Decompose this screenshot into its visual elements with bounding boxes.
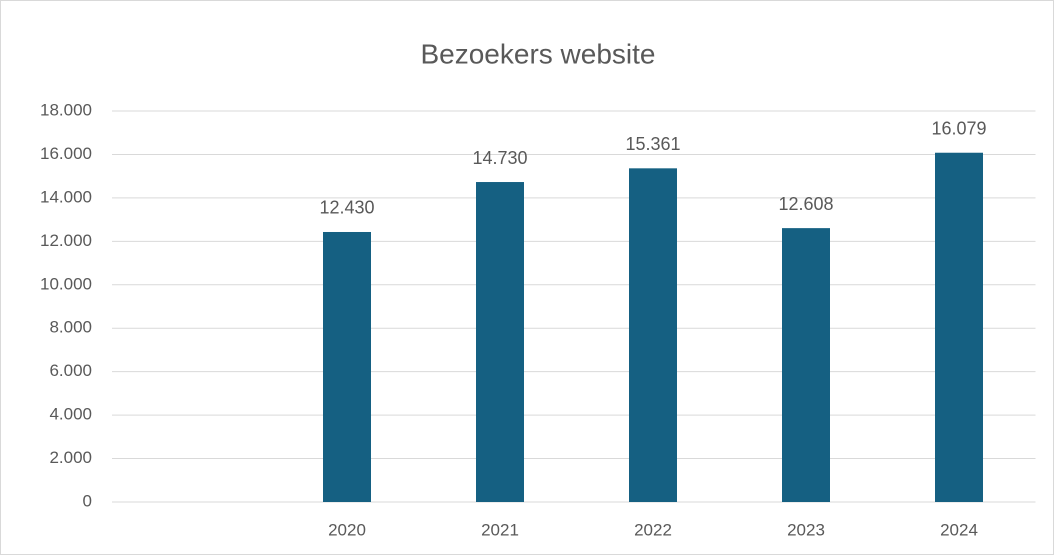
x-tick-label: 2022 xyxy=(634,520,672,539)
x-tick-label: 2021 xyxy=(481,520,519,539)
y-tick-label: 10.000 xyxy=(40,274,92,293)
bar xyxy=(476,182,524,502)
bar xyxy=(323,231,371,502)
x-tick-label: 2024 xyxy=(940,520,978,539)
y-tick-label: 6.000 xyxy=(49,361,92,380)
y-tick-label: 2.000 xyxy=(49,448,92,467)
y-tick-label: 8.000 xyxy=(49,318,92,337)
data-label: 16.079 xyxy=(931,118,986,138)
chart-title: Bezoekers website xyxy=(420,38,655,69)
y-tick-label: 16.000 xyxy=(40,144,92,163)
data-label: 14.730 xyxy=(472,148,527,168)
bar xyxy=(935,152,983,502)
y-tick-label: 0 xyxy=(83,491,92,510)
data-label: 12.608 xyxy=(778,194,833,214)
y-tick-label: 12.000 xyxy=(40,231,92,250)
bar xyxy=(782,228,830,502)
bar xyxy=(629,168,677,502)
data-label: 12.430 xyxy=(319,198,374,218)
y-tick-label: 14.000 xyxy=(40,187,92,206)
y-tick-label: 18.000 xyxy=(40,100,92,119)
y-tick-label: 4.000 xyxy=(49,405,92,424)
x-tick-label: 2023 xyxy=(787,520,825,539)
x-tick-label: 2020 xyxy=(328,520,366,539)
data-label: 15.361 xyxy=(625,134,680,154)
